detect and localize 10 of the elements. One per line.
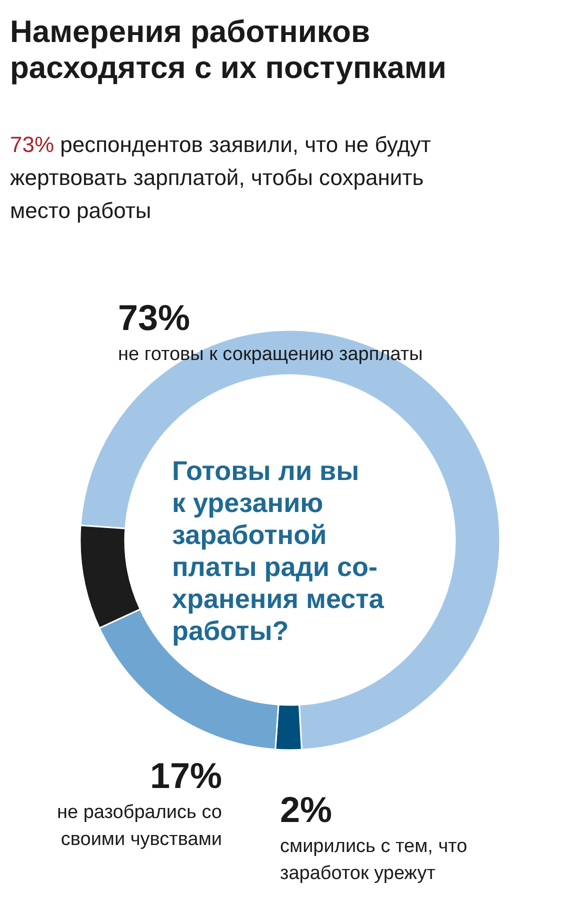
chart-subtitle: 73% респондентов заявили, что не будут жертвовать зарплатой, чтобы сохранить место работы bbox=[10, 132, 432, 223]
data-label: 73% bbox=[118, 297, 190, 338]
chart-title: Намерения работников расходятся с их поступками bbox=[10, 14, 446, 85]
text: Готовы ли вы к урезанию заработной платы ради со- хранения места работы? bbox=[172, 456, 385, 646]
data-label: 2% bbox=[280, 789, 332, 830]
data-label: 17% bbox=[150, 755, 222, 796]
slice-label: не разобрались со своими чувствами bbox=[57, 802, 222, 850]
donut-slice bbox=[80, 329, 501, 750]
slice-label: не готовы к сокращению зарплаты bbox=[118, 344, 423, 365]
slice-label: смирились с тем, что заработок урежут bbox=[280, 836, 468, 884]
